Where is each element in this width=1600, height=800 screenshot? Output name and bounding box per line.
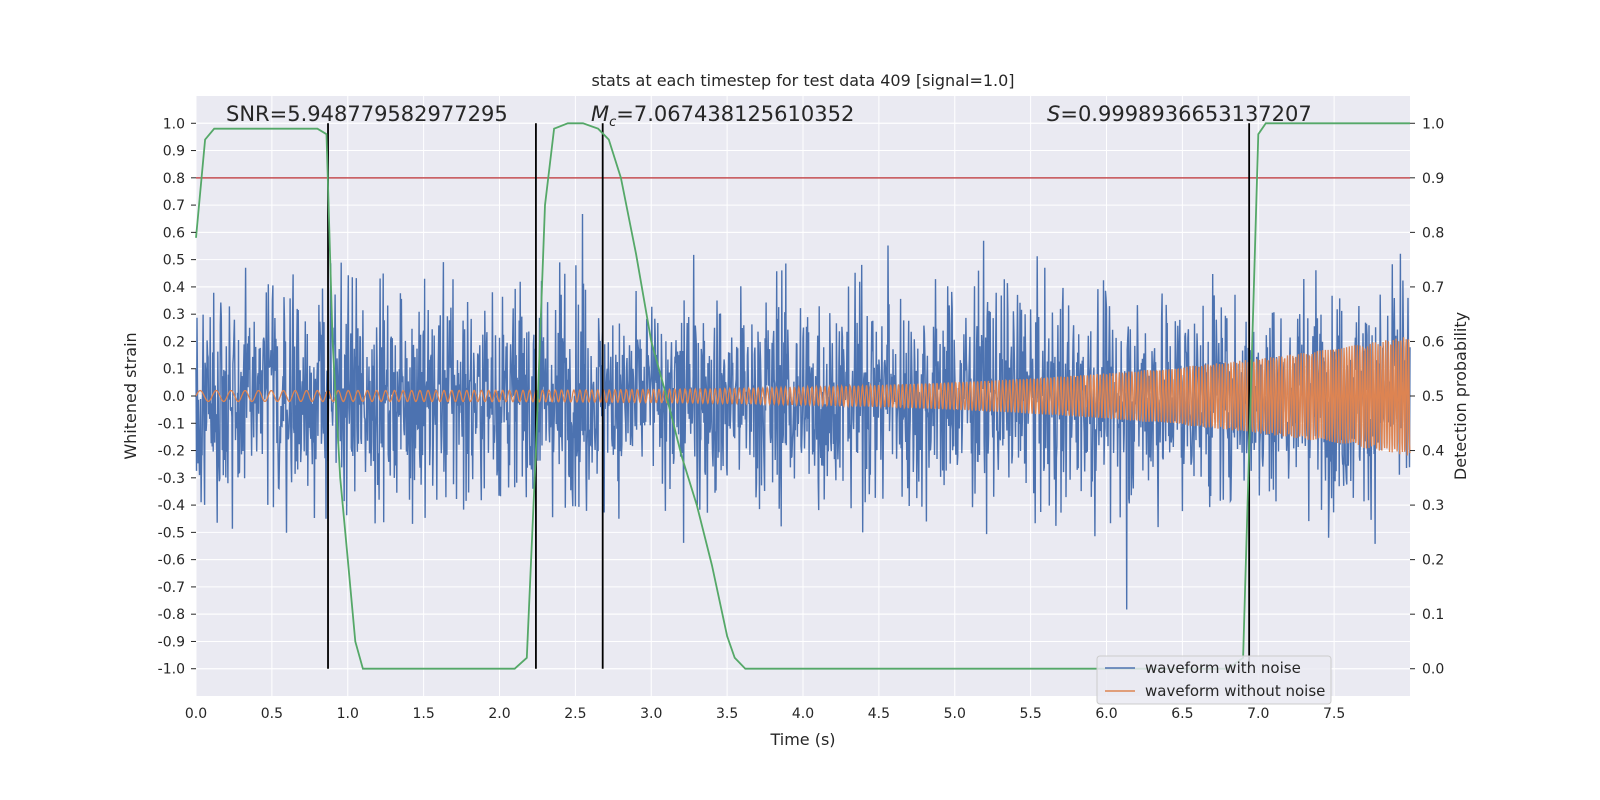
s-annotation: S=0.9998936653137207: [1047, 102, 1312, 126]
y-tick-label: 1.0: [163, 116, 185, 132]
y-axis-ticks: 1.0 0.9 0.8 0.7 0.6 0.5 0.4 0.3 0.2 0.1 0.0 -0.1 -0.…: [158, 116, 196, 678]
right-y-axis-ticks: 1.0 0.9 0.8 0.7 0.6 0.5 0.4 0.3 0.2 0.1 0.0: [1410, 116, 1444, 678]
y-tick-label: 0.4: [163, 280, 185, 296]
right-y-tick-label: 0.7: [1422, 280, 1444, 296]
y-tick-label: -0.9: [158, 634, 185, 650]
snr-annotation: SNR=5.948779582977295: [226, 102, 508, 126]
y-tick-label: 0.5: [163, 253, 185, 269]
right-y-axis-label: Detection probability: [1451, 312, 1470, 480]
y-tick-label: -0.4: [158, 498, 185, 514]
chirp-mass-value: =7.067438125610352: [616, 102, 854, 126]
right-y-tick-label: 0.3: [1422, 498, 1444, 514]
y-tick-label: -0.8: [158, 607, 185, 623]
x-axis-label: Time (s): [769, 730, 835, 749]
right-y-tick-label: 0.0: [1422, 662, 1444, 678]
legend-box: [1096, 655, 1332, 705]
y-tick-label: 0.3: [163, 307, 185, 323]
chart-title: stats at each timestep for test data 409…: [591, 71, 1014, 90]
x-tick-label: 6.5: [1171, 706, 1193, 722]
y-tick-label: 0.9: [163, 144, 185, 160]
x-tick-label: 4.0: [792, 706, 814, 722]
x-tick-label: 0.0: [185, 706, 207, 722]
y-tick-label: -0.5: [158, 525, 185, 541]
clean-waveform-line: [195, 337, 1411, 456]
x-tick-label: 5.0: [944, 706, 966, 722]
x-tick-label: 5.5: [1019, 706, 1041, 722]
right-y-tick-label: 0.4: [1422, 444, 1444, 460]
legend-clean-label: waveform without noise: [1145, 682, 1325, 700]
right-y-tick-label: 0.1: [1422, 607, 1444, 623]
x-tick-label: 4.5: [868, 706, 890, 722]
x-tick-label: 2.5: [564, 706, 586, 722]
y-tick-label: 0.2: [163, 334, 185, 350]
x-tick-label: 2.0: [488, 706, 510, 722]
x-axis-ticks: 0.0 0.5 1.0 1.5 2.0 2.5 3.0 3.5 4.0 4.5 5.0 5.5 6.0 6…: [185, 706, 1345, 722]
x-tick-label: 3.5: [716, 706, 738, 722]
y-tick-label: -1.0: [158, 662, 185, 678]
x-tick-label: 0.5: [261, 706, 283, 722]
y-tick-label: -0.6: [158, 553, 185, 569]
legend-noisy-label: waveform with noise: [1145, 659, 1301, 677]
x-tick-label: 3.0: [640, 706, 662, 722]
right-y-tick-label: 0.8: [1422, 225, 1444, 241]
chirp-mass-annotation: Mc=7.067438125610352: [591, 102, 854, 130]
y-tick-label: -0.7: [158, 580, 185, 596]
chirp-mass-subscript: c: [609, 115, 616, 130]
s-value: =0.9998936653137207: [1060, 102, 1311, 126]
x-tick-label: 7.5: [1323, 706, 1345, 722]
x-tick-label: 1.0: [337, 706, 359, 722]
y-tick-label: -0.1: [158, 416, 185, 432]
right-y-tick-label: 0.5: [1422, 389, 1444, 405]
y-tick-label: 0.6: [163, 225, 185, 241]
right-y-tick-label: 0.6: [1422, 334, 1444, 350]
y-tick-label: 0.7: [163, 198, 185, 214]
y-tick-label: -0.3: [158, 471, 185, 487]
right-y-tick-label: 0.2: [1422, 553, 1444, 569]
x-tick-label: 1.5: [412, 706, 434, 722]
x-tick-label: 6.0: [1095, 706, 1117, 722]
chirp-mass-symbol: M: [591, 102, 609, 126]
y-tick-label: 0.8: [163, 171, 185, 187]
s-symbol: S: [1047, 102, 1060, 126]
x-tick-label: 7.0: [1247, 706, 1269, 722]
legend: waveform with noise waveform without noi…: [1096, 655, 1332, 705]
noisy-waveform-line: [195, 213, 1411, 610]
y-tick-label: -0.2: [158, 444, 185, 460]
right-y-tick-label: 1.0: [1422, 116, 1444, 132]
y-tick-label: 0.0: [163, 389, 185, 405]
y-axis-label: Whitened strain: [121, 332, 140, 459]
y-tick-label: 0.1: [163, 362, 185, 378]
right-y-tick-label: 0.9: [1422, 171, 1444, 187]
